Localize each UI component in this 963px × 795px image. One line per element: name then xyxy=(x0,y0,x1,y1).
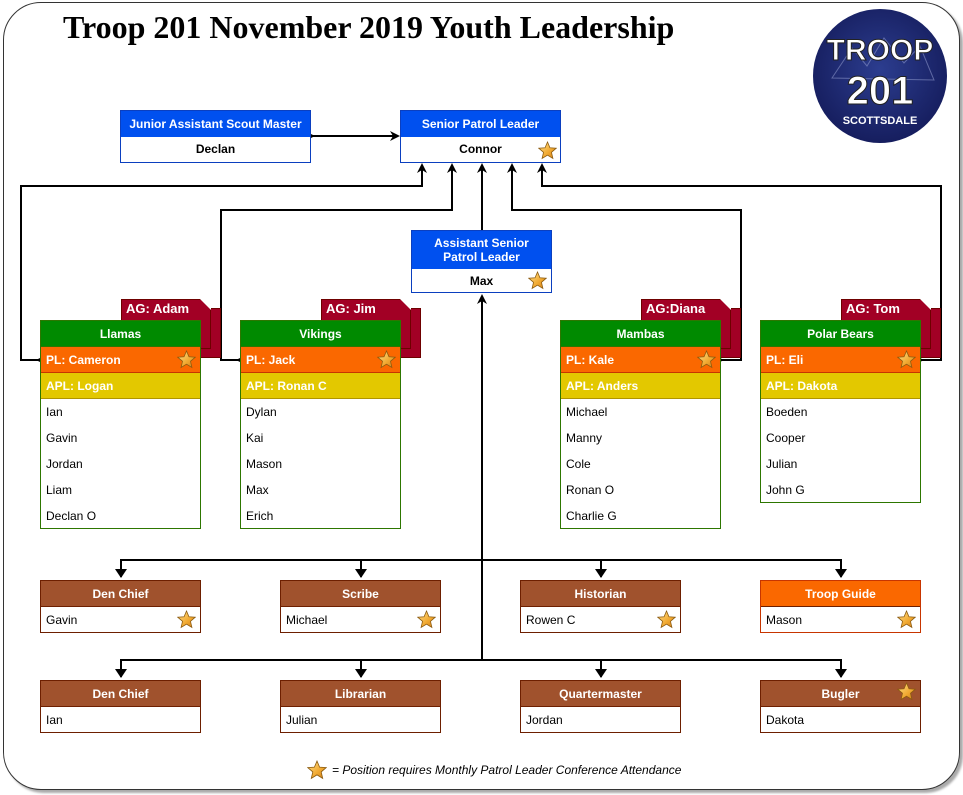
star-icon xyxy=(657,610,676,629)
position-troop-guide: Troop Guide Mason xyxy=(760,580,921,633)
patrol-llamas: Llamas PL: Cameron APL: Logan Ian Gavin … xyxy=(40,320,201,529)
aspl-title-line2: Patrol Leader xyxy=(416,250,547,264)
star-icon xyxy=(697,350,716,369)
patrol-member: Ronan O xyxy=(561,477,720,503)
star-icon xyxy=(897,350,916,369)
position-den-chief-2: Den Chief Ian xyxy=(40,680,201,733)
patrol-member: Michael xyxy=(561,399,720,425)
patrol-name: Vikings xyxy=(241,321,400,347)
star-icon xyxy=(417,610,436,629)
spl-box: Senior Patrol Leader Connor xyxy=(400,110,561,163)
star-icon xyxy=(177,350,196,369)
jasm-box: Junior Assistant Scout Master Declan xyxy=(120,110,311,163)
patrol-name: Mambas xyxy=(561,321,720,347)
pl-name: PL: Kale xyxy=(566,353,614,367)
pl-name: PL: Cameron xyxy=(46,353,121,367)
ag-fold xyxy=(400,299,411,310)
position-holder: Ian xyxy=(41,707,200,733)
patrol-polar-bears: Polar Bears PL: Eli APL: Dakota Boeden C… xyxy=(760,320,921,503)
patrol-leader: PL: Cameron xyxy=(41,347,200,373)
star-icon xyxy=(528,271,547,290)
assistant-patrol-leader: APL: Logan xyxy=(41,373,200,399)
patrol-member: Cooper xyxy=(761,425,920,451)
patrol-member: Julian xyxy=(761,451,920,477)
pl-name: PL: Eli xyxy=(766,353,803,367)
patrol-member: Jordan xyxy=(41,451,200,477)
position-holder: Dakota xyxy=(761,707,920,733)
spl-name: Connor xyxy=(401,137,560,161)
patrol-leader: PL: Eli xyxy=(761,347,920,373)
patrol-name: Llamas xyxy=(41,321,200,347)
position-holder: Julian xyxy=(281,707,440,733)
position-title: Den Chief xyxy=(41,581,200,607)
patrol-member: Erich xyxy=(241,503,400,529)
patrol-member: John G xyxy=(761,477,920,503)
patrol-member: Boeden xyxy=(761,399,920,425)
position-title: Librarian xyxy=(281,681,440,707)
ag-name: AG:Diana xyxy=(646,301,705,316)
patrol-member: Mason xyxy=(241,451,400,477)
patrol-leader: PL: Kale xyxy=(561,347,720,373)
patrol-vikings: Vikings PL: Jack APL: Ronan C Dylan Kai … xyxy=(240,320,401,529)
patrol-member: Dylan xyxy=(241,399,400,425)
patrol-leader: PL: Jack xyxy=(241,347,400,373)
jasm-name: Declan xyxy=(121,137,310,161)
star-icon xyxy=(177,610,196,629)
ag-fold xyxy=(200,299,211,310)
position-holder: Jordan xyxy=(521,707,680,733)
legend-text: = Position requires Monthly Patrol Leade… xyxy=(332,763,681,777)
star-icon xyxy=(538,141,557,160)
patrol-member: Declan O xyxy=(41,503,200,529)
position-title: Scribe xyxy=(281,581,440,607)
ag-name: AG: Adam xyxy=(126,301,189,316)
position-scribe: Scribe Michael xyxy=(280,580,441,633)
position-quartermaster: Quartermaster Jordan xyxy=(520,680,681,733)
patrol-member: Kai xyxy=(241,425,400,451)
jasm-title: Junior Assistant Scout Master xyxy=(121,111,310,137)
aspl-title-line1: Assistant Senior xyxy=(416,236,547,250)
patrol-member: Max xyxy=(241,477,400,503)
spl-title: Senior Patrol Leader xyxy=(401,111,560,137)
assistant-patrol-leader: APL: Dakota xyxy=(761,373,920,399)
position-historian: Historian Rowen C xyxy=(520,580,681,633)
patrol-name: Polar Bears xyxy=(761,321,920,347)
ag-name: AG: Tom xyxy=(846,301,900,316)
position-title: Troop Guide xyxy=(761,581,920,607)
position-bugler: Bugler Dakota xyxy=(760,680,921,733)
position-den-chief: Den Chief Gavin xyxy=(40,580,201,633)
patrol-member: Ian xyxy=(41,399,200,425)
star-icon xyxy=(897,610,916,629)
patrol-member: Liam xyxy=(41,477,200,503)
ag-fold xyxy=(720,299,731,310)
aspl-title: Assistant Senior Patrol Leader xyxy=(412,231,551,269)
position-title: Historian xyxy=(521,581,680,607)
aspl-box: Assistant Senior Patrol Leader Max xyxy=(411,230,552,293)
star-icon xyxy=(897,682,916,701)
patrol-member: Manny xyxy=(561,425,720,451)
star-icon xyxy=(377,350,396,369)
position-librarian: Librarian Julian xyxy=(280,680,441,733)
ag-fold xyxy=(920,299,931,310)
assistant-patrol-leader: APL: Anders xyxy=(561,373,720,399)
patrol-member: Gavin xyxy=(41,425,200,451)
ag-name: AG: Jim xyxy=(326,301,376,316)
patrol-member: Charlie G xyxy=(561,503,720,529)
legend-star-icon xyxy=(307,760,327,780)
pl-name: PL: Jack xyxy=(246,353,295,367)
position-title: Den Chief xyxy=(41,681,200,707)
patrol-member: Cole xyxy=(561,451,720,477)
position-title: Quartermaster xyxy=(521,681,680,707)
patrol-mambas: Mambas PL: Kale APL: Anders Michael Mann… xyxy=(560,320,721,529)
assistant-patrol-leader: APL: Ronan C xyxy=(241,373,400,399)
